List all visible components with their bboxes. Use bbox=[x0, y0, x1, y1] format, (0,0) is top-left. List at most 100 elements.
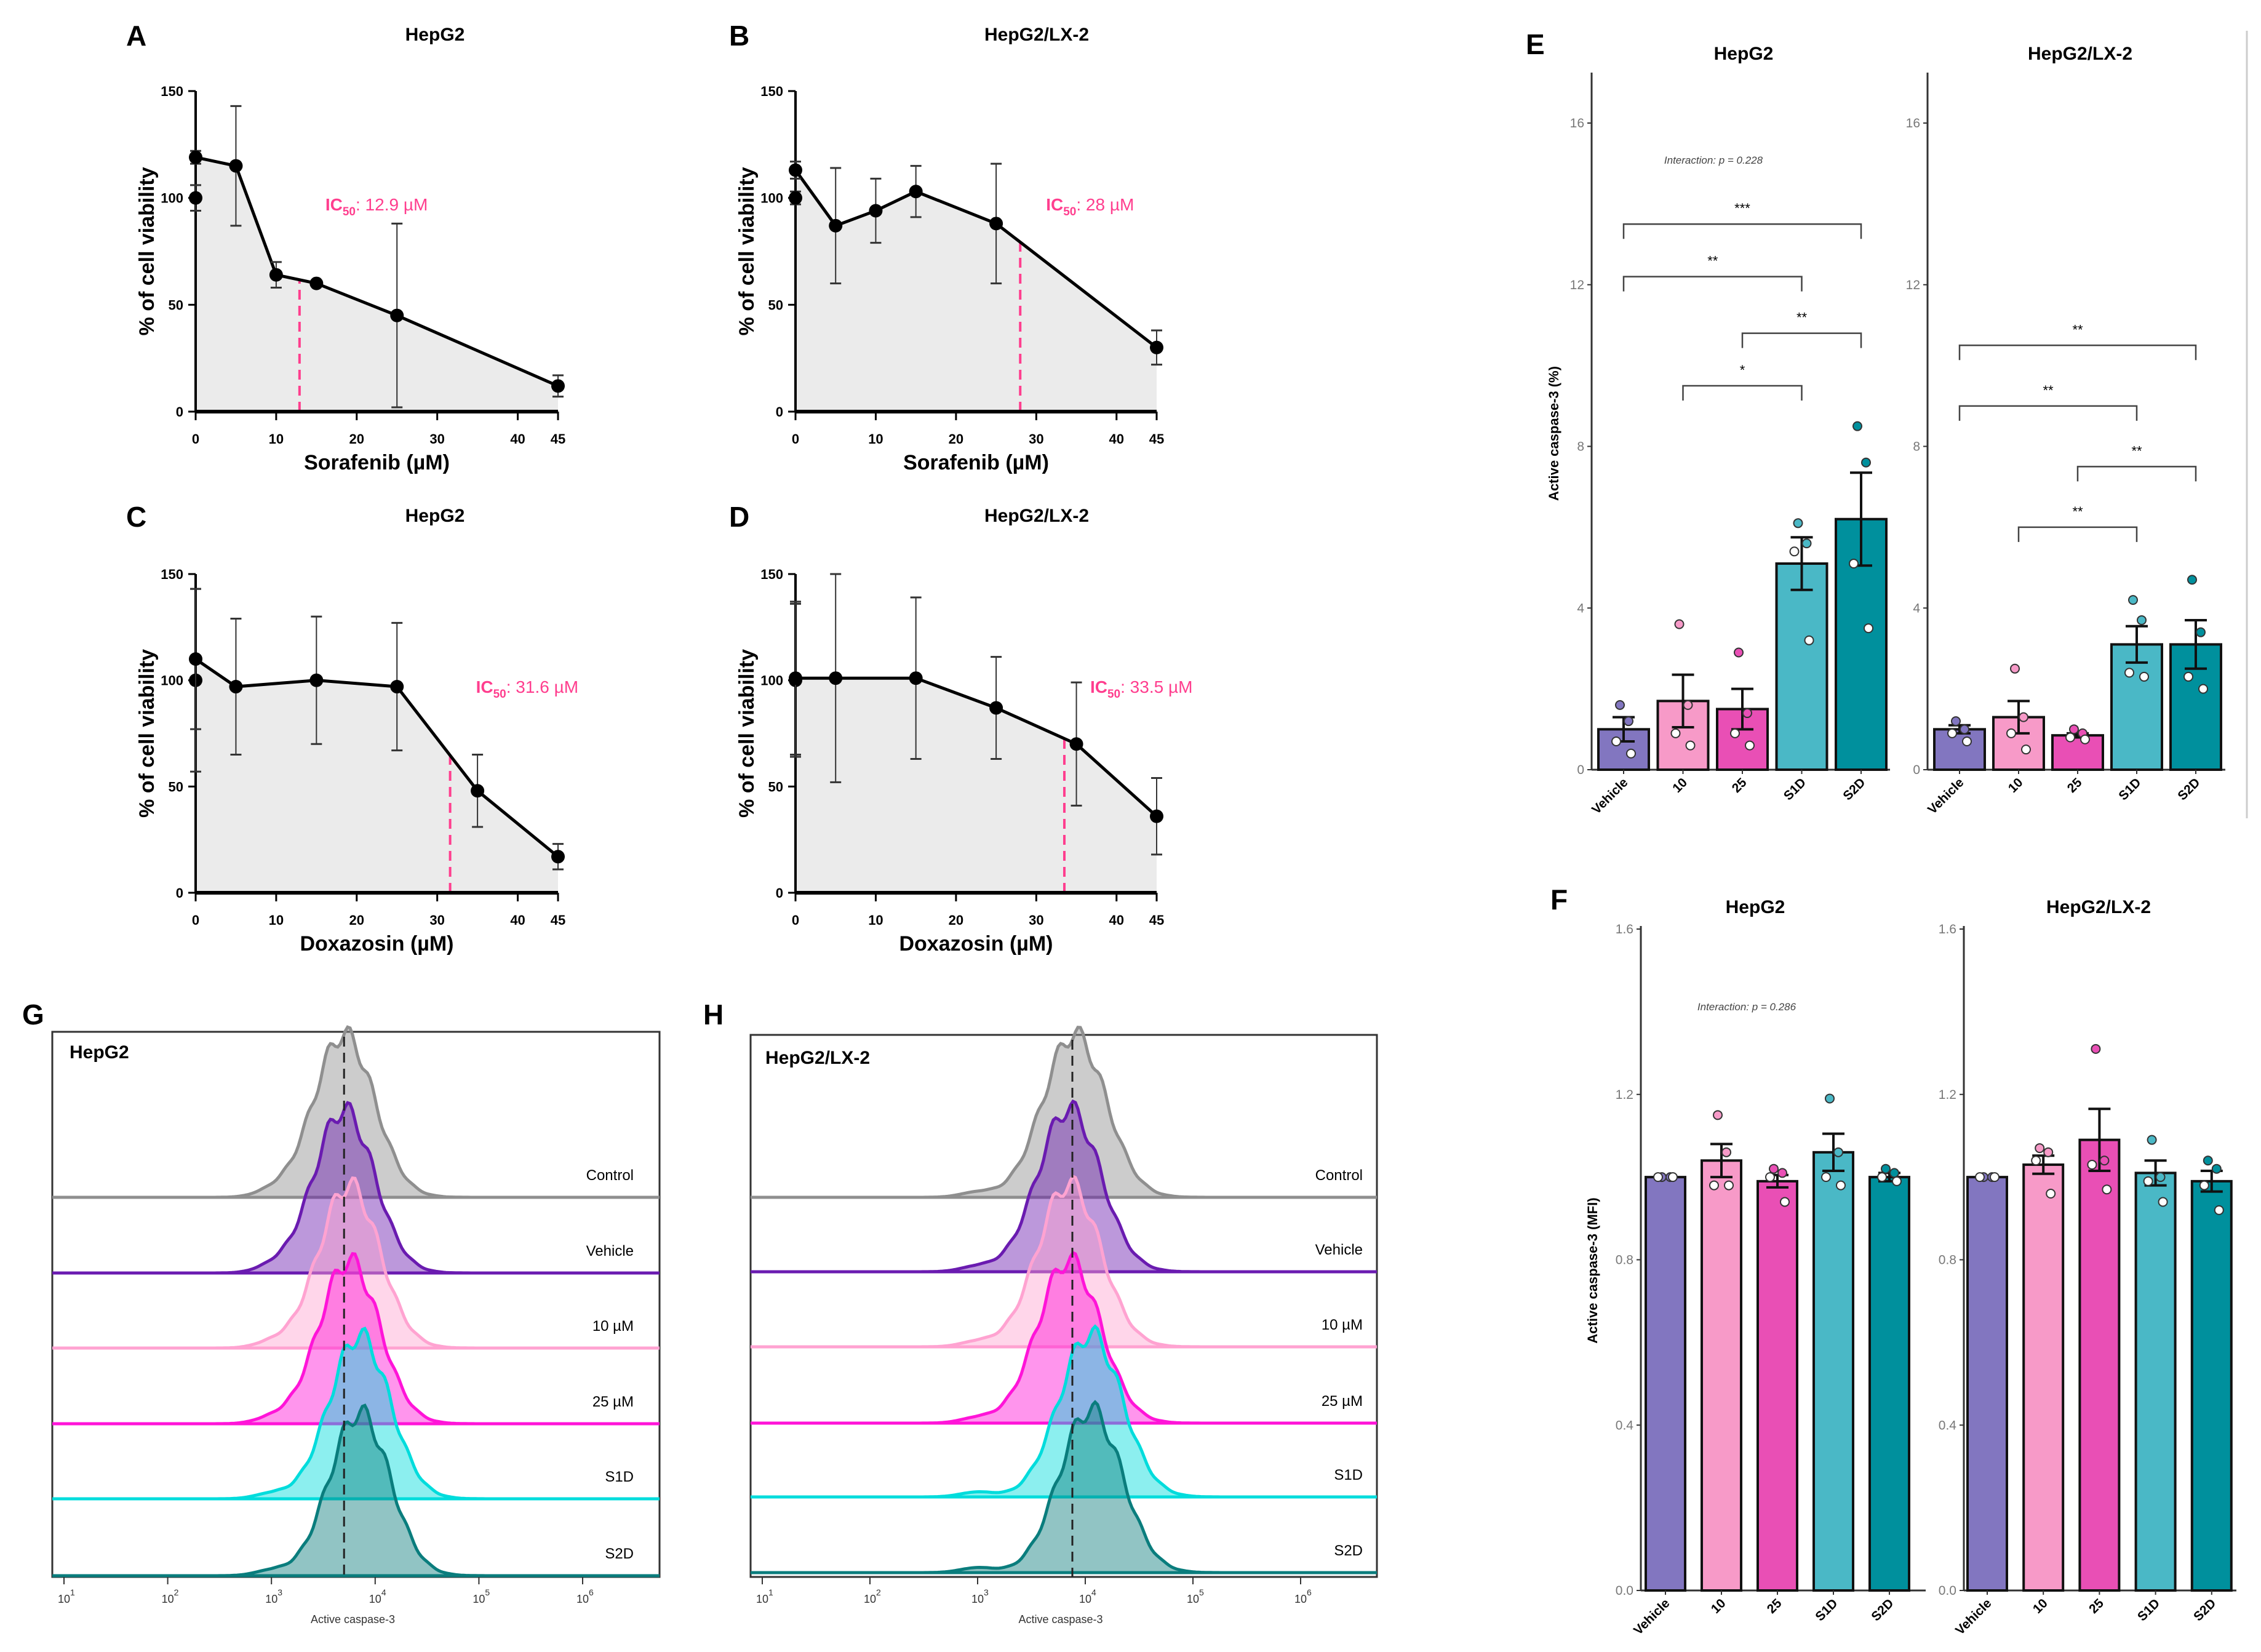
y-tick-label: 150 bbox=[161, 567, 183, 582]
category-label: Vehicle bbox=[1925, 775, 1966, 816]
y-tick-label: 1.6 bbox=[1939, 922, 1956, 936]
bar-vehicle bbox=[1645, 1176, 1686, 1592]
bar-s1d bbox=[2110, 643, 2163, 772]
x-tick-label: 101 bbox=[756, 1587, 773, 1605]
bar-facet-f-0: HepG2 0.0 0.4 0.8 1.2 1.6 Vehicle 10 25 S1D S2D Int… bbox=[1616, 897, 1926, 1638]
y-tick-label: 0.4 bbox=[1616, 1418, 1634, 1432]
y-tick-label: 0 bbox=[1913, 763, 1920, 777]
chart-title: HepG2/LX-2 bbox=[984, 506, 1089, 526]
replicate-point bbox=[1742, 708, 1752, 719]
significance-label: *** bbox=[1734, 201, 1750, 216]
x-tick-label: 30 bbox=[1029, 431, 1043, 447]
category-label: 25 bbox=[2086, 1596, 2107, 1616]
y-tick-label: 50 bbox=[768, 779, 783, 794]
panel-letter-d: D bbox=[729, 501, 749, 533]
replicate-point bbox=[1821, 1172, 1831, 1183]
category-label: 10 bbox=[1670, 775, 1690, 796]
x-tick-label: 0 bbox=[192, 912, 199, 928]
x-tick-label: 10 bbox=[868, 912, 883, 928]
data-point bbox=[1150, 340, 1163, 354]
replicate-point bbox=[1730, 728, 1740, 738]
series-label: S2D bbox=[1334, 1542, 1363, 1559]
replicate-point bbox=[1962, 736, 1972, 747]
replicate-point bbox=[2006, 728, 2016, 738]
data-point bbox=[909, 671, 923, 685]
y-tick-label: 0 bbox=[176, 404, 183, 420]
replicate-point bbox=[1951, 716, 1961, 727]
histogram-s2d bbox=[751, 1400, 1377, 1574]
replicate-point bbox=[2065, 732, 2075, 743]
area-fill bbox=[796, 678, 1157, 893]
x-axis-label: Sorafenib (µM) bbox=[304, 451, 450, 474]
x-tick-label: 101 bbox=[58, 1587, 75, 1605]
significance-bracket bbox=[1622, 223, 1862, 239]
y-tick-label: 150 bbox=[760, 567, 783, 582]
replicate-point bbox=[2021, 744, 2031, 755]
replicate-point bbox=[2183, 671, 2193, 682]
area-fill bbox=[196, 659, 558, 893]
replicate-point bbox=[2137, 615, 2147, 625]
y-tick-label: 0.0 bbox=[1939, 1584, 1956, 1598]
significance-bracket bbox=[1682, 385, 1803, 401]
replicate-point bbox=[1833, 1147, 1843, 1157]
series-label: Control bbox=[586, 1167, 634, 1184]
category-label: 10 bbox=[2030, 1596, 2051, 1616]
significance-bracket bbox=[1622, 276, 1803, 292]
y-tick-label: 16 bbox=[1906, 116, 1920, 130]
data-point bbox=[189, 150, 202, 164]
y-tick-label: 100 bbox=[161, 191, 183, 206]
replicate-point bbox=[1852, 421, 1862, 431]
category-label: S2D bbox=[1840, 775, 1868, 803]
category-label: S2D bbox=[1868, 1596, 1896, 1624]
control-point bbox=[189, 191, 202, 205]
category-label: S1D bbox=[2135, 1596, 2163, 1624]
series-label: S1D bbox=[1334, 1467, 1363, 1483]
histogram-control bbox=[751, 1026, 1377, 1199]
series-label: Control bbox=[1315, 1167, 1363, 1184]
replicate-point bbox=[1685, 740, 1696, 751]
y-tick-label: 150 bbox=[161, 84, 183, 99]
panel-letter-g: G bbox=[22, 999, 44, 1031]
bar-vehicle bbox=[1966, 1176, 2008, 1592]
replicate-point bbox=[1670, 728, 1681, 738]
x-tick-label: 0 bbox=[792, 912, 799, 928]
data-point bbox=[471, 784, 485, 798]
replicate-point bbox=[1836, 1180, 1846, 1191]
replicate-point bbox=[1825, 1093, 1835, 1104]
replicate-point bbox=[1777, 1168, 1787, 1178]
x-tick-label: 104 bbox=[369, 1587, 386, 1605]
panel-letter-c: C bbox=[126, 501, 146, 533]
y-tick-label: 50 bbox=[169, 779, 183, 794]
x-tick-label: 20 bbox=[949, 912, 963, 928]
significance-bracket bbox=[1958, 405, 2138, 421]
replicate-point bbox=[1801, 538, 1812, 549]
y-axis-label: Active caspase-3 (%) bbox=[1546, 366, 1561, 501]
replicate-point bbox=[1734, 647, 1744, 658]
replicate-point bbox=[2043, 1147, 2054, 1157]
histogram-10m bbox=[751, 1174, 1377, 1349]
x-tick-label: 30 bbox=[1029, 912, 1043, 928]
significance-bracket bbox=[1741, 332, 1862, 348]
data-point bbox=[789, 671, 802, 685]
replicate-point bbox=[2128, 595, 2138, 605]
replicate-point bbox=[1713, 1110, 1723, 1120]
bar-s2d bbox=[2190, 1179, 2233, 1592]
replicate-point bbox=[2214, 1205, 2224, 1215]
histogram-s1d bbox=[52, 1327, 660, 1501]
line-chart-c: 0 50 100 150 0 10 20 30 40 45 HepG2 Doxazosin (µM)%… bbox=[135, 506, 578, 956]
y-tick-label: 0 bbox=[776, 885, 783, 901]
replicate-point bbox=[2143, 1176, 2153, 1186]
significance-label: ** bbox=[2072, 322, 2083, 337]
series-line bbox=[194, 658, 559, 858]
category-label: 10 bbox=[2006, 775, 2026, 796]
data-point bbox=[269, 268, 283, 282]
category-label: Vehicle bbox=[1589, 775, 1630, 816]
category-label: 25 bbox=[1729, 775, 1750, 796]
y-tick-label: 1.2 bbox=[1616, 1088, 1633, 1102]
line-chart-a: 0 50 100 150 0 10 20 30 40 45 HepG2 Sorafenib (µM)%… bbox=[135, 25, 565, 474]
category-label: 10 bbox=[1709, 1596, 1729, 1616]
bar-10 bbox=[1701, 1159, 1742, 1592]
data-point bbox=[551, 379, 565, 393]
chart-title: HepG2 bbox=[405, 25, 465, 45]
